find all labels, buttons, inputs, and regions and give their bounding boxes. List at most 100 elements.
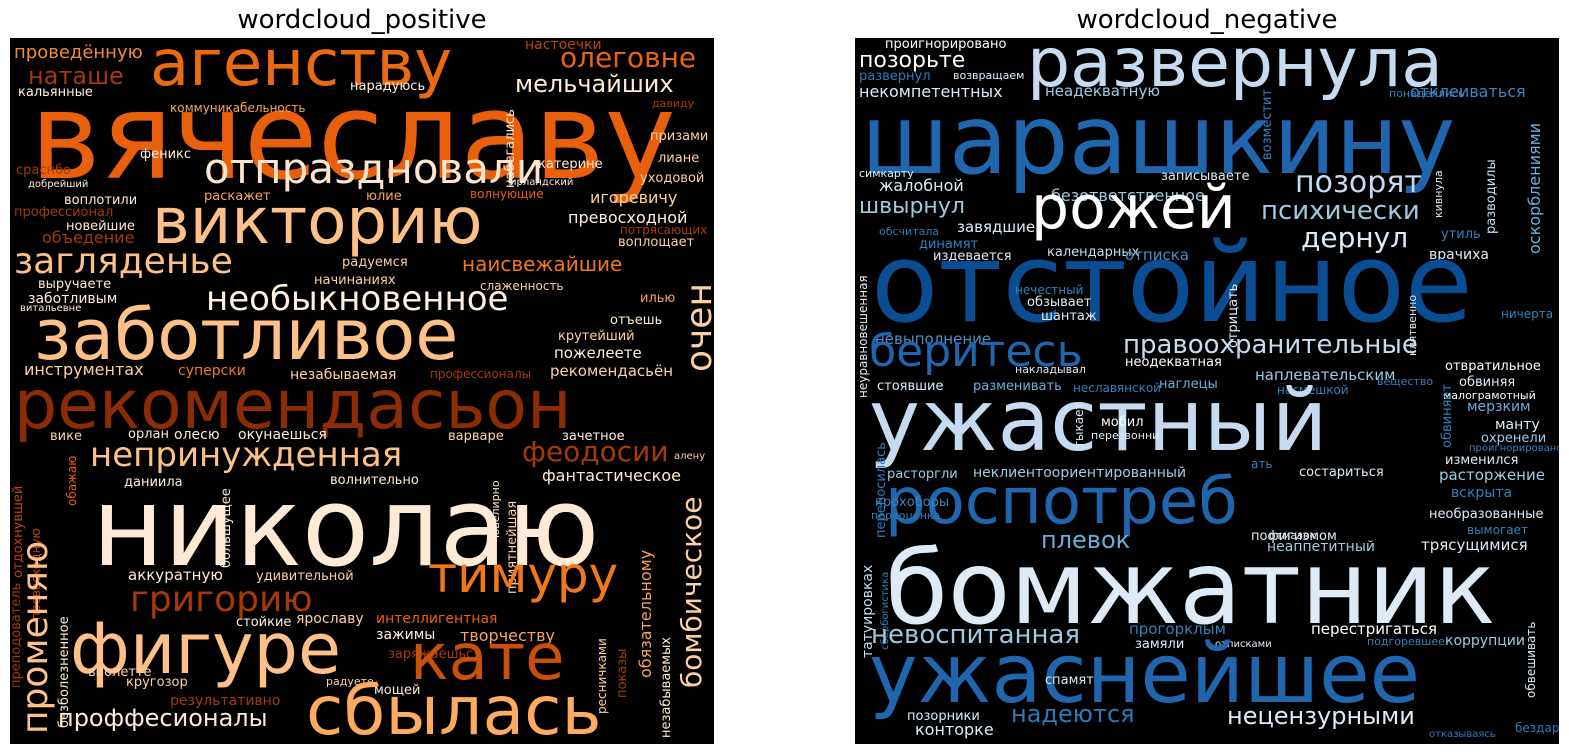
word: сбылась bbox=[306, 672, 602, 745]
word: мерзким bbox=[1467, 399, 1531, 415]
word: манту bbox=[1495, 417, 1540, 433]
word: крохоборы bbox=[875, 495, 950, 510]
word: мельчайших bbox=[515, 70, 674, 98]
word: тимуру bbox=[428, 546, 619, 604]
word: катерине bbox=[538, 157, 603, 172]
word: суперски bbox=[178, 363, 246, 379]
word: мощей bbox=[374, 683, 421, 698]
word: изменился bbox=[1445, 453, 1519, 468]
word: превосходной bbox=[568, 208, 688, 227]
word: стойкие bbox=[236, 615, 292, 630]
word: врачиха bbox=[1429, 247, 1489, 263]
word: крутейший bbox=[558, 329, 635, 344]
word: отстойное bbox=[871, 219, 1473, 347]
word: перестригаться bbox=[1311, 620, 1437, 638]
word: незабываемых bbox=[659, 636, 674, 738]
word: коррупции bbox=[1445, 633, 1525, 649]
word: окунаешься bbox=[238, 427, 327, 443]
word: невоспитанная bbox=[871, 620, 1081, 650]
word: творчеству bbox=[460, 626, 556, 645]
word: вячеславу bbox=[30, 68, 676, 207]
word: удивительной bbox=[256, 569, 354, 584]
word: разменивать bbox=[973, 379, 1062, 394]
word: фигуре bbox=[70, 608, 342, 690]
word: непринужденная bbox=[90, 435, 403, 475]
word: наплевательским bbox=[1255, 366, 1396, 384]
word: загляденье bbox=[14, 241, 233, 282]
word: бомжатник bbox=[885, 529, 1496, 648]
word: профессионал bbox=[14, 205, 114, 220]
word: малограмотный bbox=[1443, 389, 1536, 402]
word: нечестный bbox=[1015, 283, 1084, 297]
word: расторгли bbox=[887, 467, 958, 482]
word: зажимы bbox=[376, 627, 436, 643]
word: незабываемая bbox=[290, 367, 397, 383]
word: замяли bbox=[1135, 637, 1185, 652]
word: варваре bbox=[448, 429, 504, 444]
word: трясущимися bbox=[1421, 536, 1528, 554]
word: настоечки bbox=[525, 38, 602, 53]
word: календарных bbox=[1047, 245, 1140, 260]
word: феникс bbox=[140, 147, 192, 162]
word: охренели bbox=[1481, 431, 1547, 446]
word: кругозор bbox=[126, 675, 188, 690]
word: позорят bbox=[1295, 165, 1422, 200]
word: обзывает bbox=[1027, 295, 1092, 310]
word: развернула bbox=[1027, 38, 1443, 103]
word: волнительно bbox=[330, 473, 419, 488]
word: подгоревшее bbox=[1367, 635, 1445, 648]
word: вскрыта bbox=[1451, 485, 1513, 501]
word: необразованные bbox=[1429, 507, 1544, 522]
word: отписка bbox=[1125, 246, 1189, 264]
word: алену bbox=[674, 451, 706, 462]
word: наисвежайшие bbox=[462, 252, 623, 276]
word: коммуникабельность bbox=[170, 101, 306, 115]
word: ирландский bbox=[510, 177, 574, 188]
word: обажаю bbox=[65, 455, 79, 506]
word: обвиняя bbox=[1459, 375, 1516, 390]
word: насмешкой bbox=[1277, 383, 1349, 397]
word: утиль bbox=[1441, 227, 1481, 242]
word: аккуратную bbox=[128, 566, 223, 584]
word: тыкает bbox=[1072, 402, 1086, 448]
word: возвращаем bbox=[953, 69, 1025, 82]
word: дернул bbox=[1301, 221, 1409, 254]
word: кальянные bbox=[18, 85, 93, 100]
word: илью bbox=[640, 291, 676, 306]
word: позорьте bbox=[859, 48, 966, 73]
word: необыкновенное bbox=[206, 279, 509, 319]
word: кивнула bbox=[1432, 170, 1445, 218]
word: стоявшие bbox=[877, 379, 944, 394]
word: обязательному bbox=[636, 549, 655, 678]
word: вещество bbox=[1377, 375, 1434, 388]
word: проффесионалы bbox=[58, 704, 268, 732]
word: ужаснейшее bbox=[869, 627, 1421, 722]
word: заботливое bbox=[34, 294, 459, 376]
word: результативно bbox=[170, 693, 281, 709]
word: завядшие bbox=[957, 218, 1036, 236]
word: развернул bbox=[859, 69, 931, 84]
word: зачетное bbox=[562, 429, 625, 444]
word: начинаниях bbox=[314, 273, 396, 288]
word: психически bbox=[1261, 196, 1420, 226]
word: записываете bbox=[1161, 169, 1250, 184]
word: издевается bbox=[933, 249, 1012, 264]
word: радуемся bbox=[342, 255, 408, 270]
word: переоценка bbox=[871, 509, 941, 522]
word: уходовой bbox=[640, 171, 705, 186]
word: динамят bbox=[919, 237, 979, 252]
word: неаппетитный bbox=[1267, 539, 1375, 555]
word: конторке bbox=[915, 720, 994, 739]
word: призами bbox=[650, 129, 709, 144]
word: отъешь bbox=[610, 313, 663, 328]
word: отмазок bbox=[1269, 529, 1317, 542]
word: безответственное bbox=[1051, 186, 1205, 205]
word: надеются bbox=[1011, 700, 1135, 728]
word: прогорклым bbox=[1129, 620, 1226, 638]
word: состариться bbox=[1299, 465, 1384, 480]
word: интеллигентная bbox=[376, 611, 498, 627]
word: заряжаешься bbox=[388, 647, 482, 662]
word: роспотреб bbox=[885, 465, 1238, 539]
word: неуравновешенная bbox=[856, 275, 870, 398]
word: лиане bbox=[658, 151, 700, 166]
